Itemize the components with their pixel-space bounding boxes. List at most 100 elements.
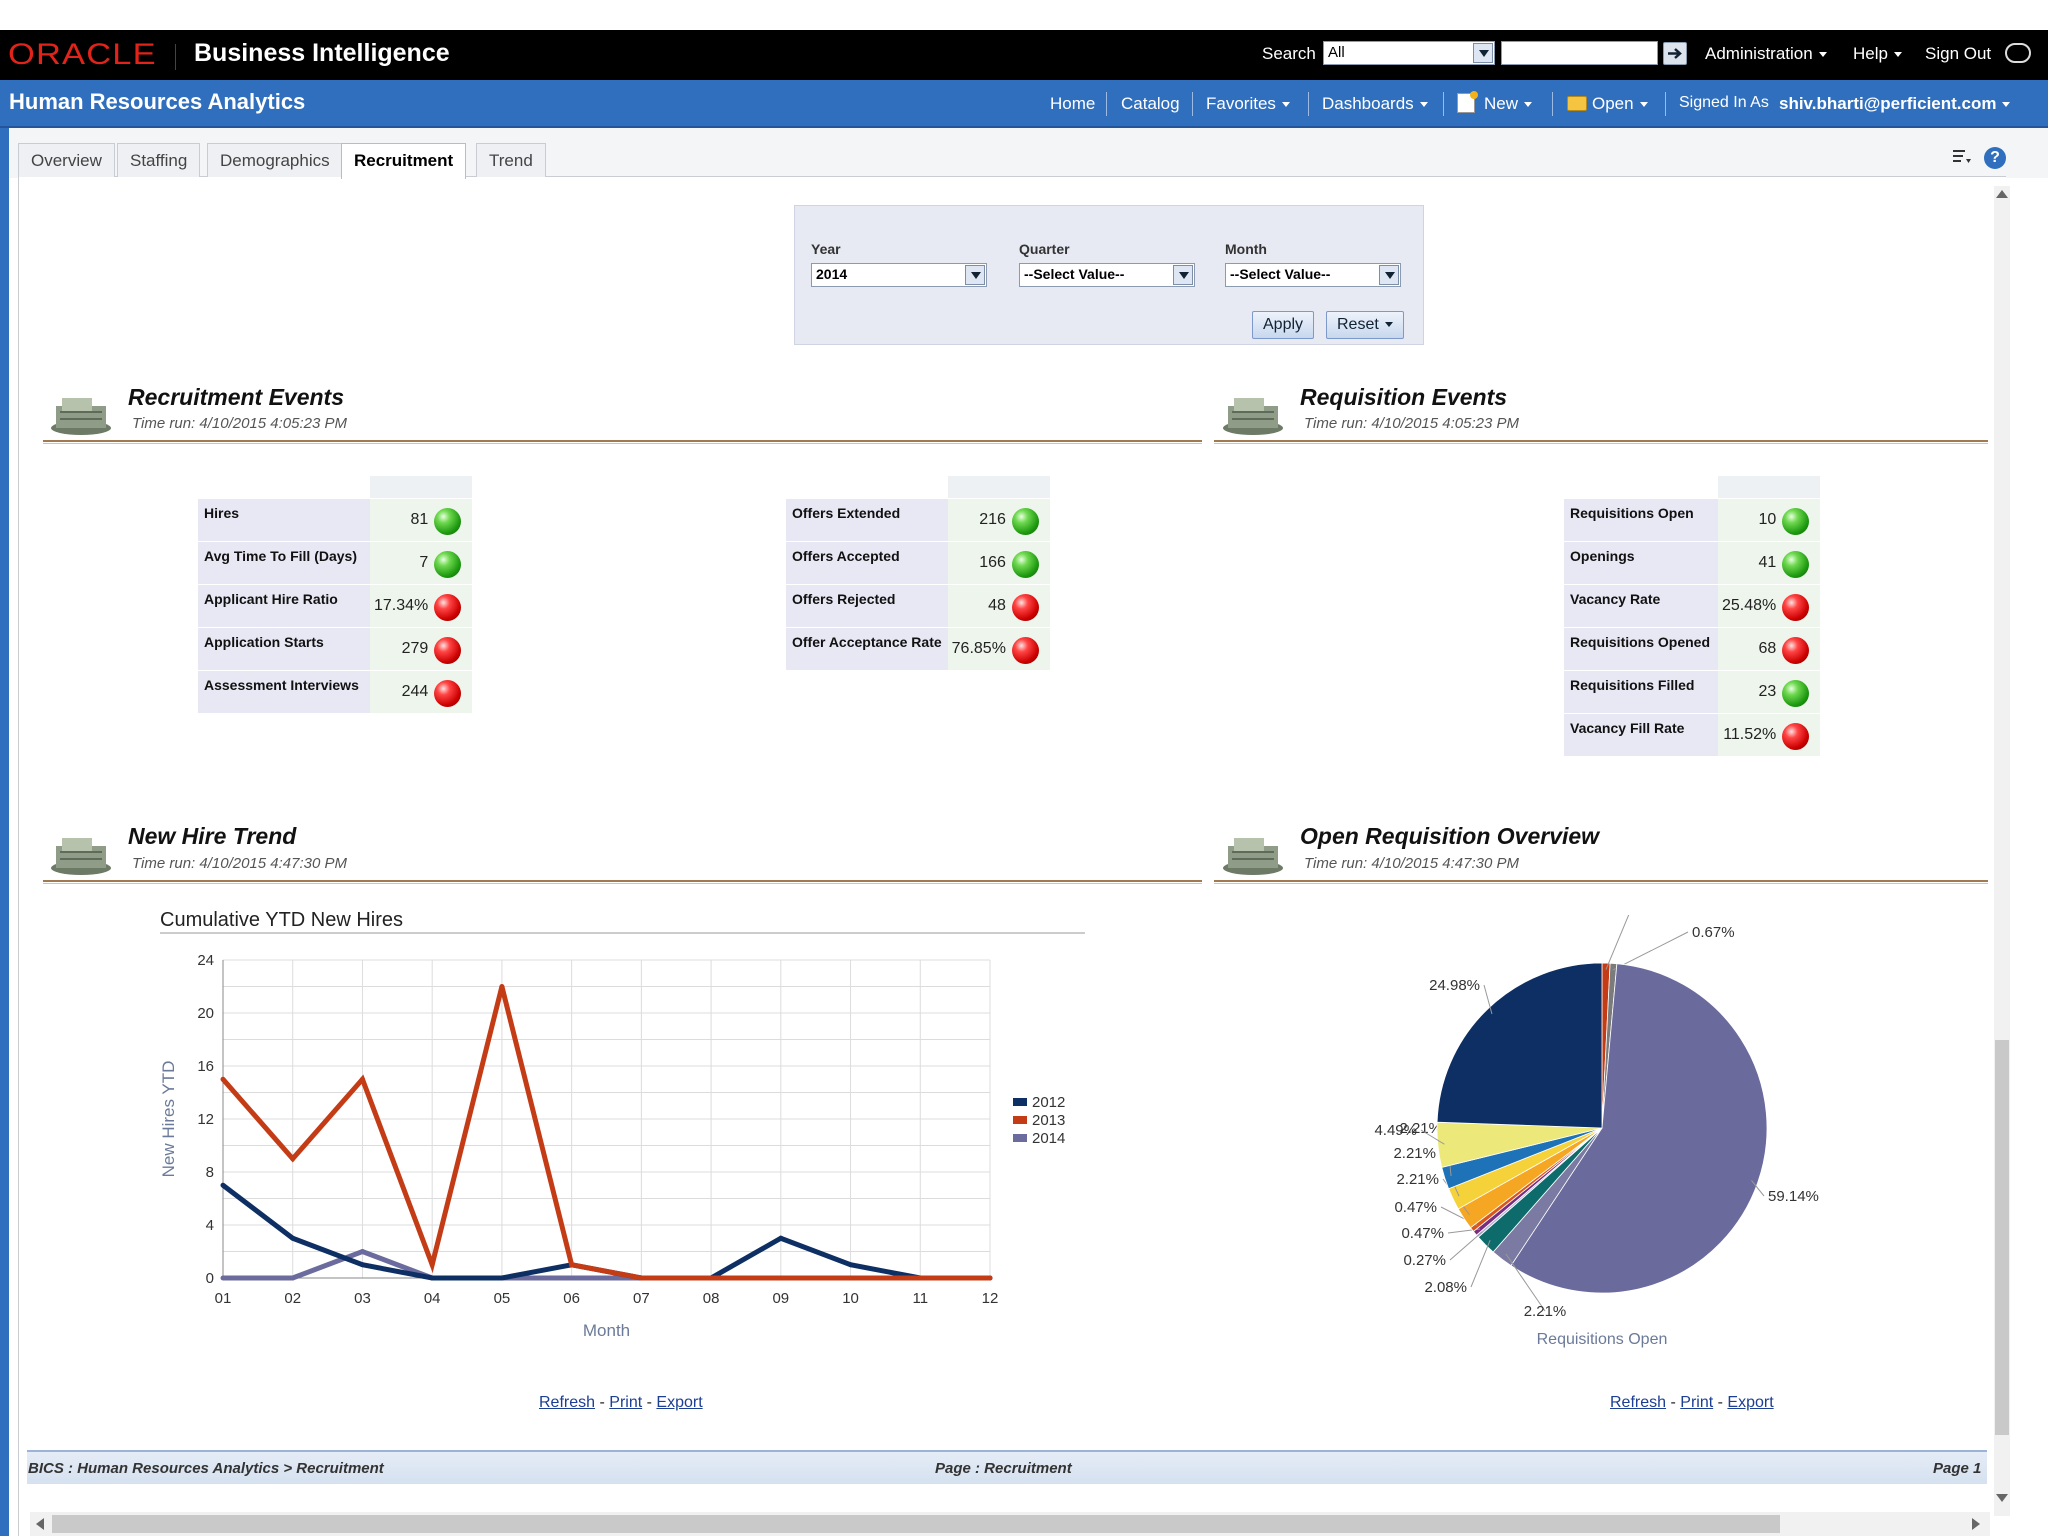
scroll-left-icon[interactable] (36, 1518, 44, 1530)
print-link[interactable]: Print (1680, 1394, 1714, 1411)
x-tick-label: 06 (563, 1290, 580, 1307)
kpi-row: Avg Time To Fill (Days) 7 (198, 541, 473, 585)
section-title: Open Requisition Overview (1300, 823, 1600, 849)
link-separator: - (1717, 1394, 1728, 1411)
red-status-icon (1011, 636, 1039, 664)
kpi-indicator (1009, 627, 1050, 671)
data-point-2014 (220, 1275, 226, 1281)
red-status-icon (1782, 593, 1810, 621)
favorites-menu[interactable]: Favorites (1206, 94, 1290, 114)
export-link[interactable]: Export (1727, 1394, 1774, 1411)
page-options-icon[interactable] (1952, 148, 1972, 166)
nav-divider (1665, 92, 1666, 116)
year-select[interactable]: 2014 (811, 263, 987, 287)
quarter-label: Quarter (1019, 241, 1070, 257)
pie-leader-line (1449, 1231, 1483, 1261)
tab-trend[interactable]: Trend (476, 143, 546, 177)
kpi-value: 25.48% (1718, 584, 1781, 628)
month-value: --Select Value-- (1230, 266, 1331, 282)
footer-page-number: Page 1 (1933, 1460, 1982, 1477)
kpi-label: Openings (1564, 541, 1718, 585)
nav-divider (1192, 92, 1193, 116)
new-menu[interactable]: New (1484, 94, 1532, 114)
page-footer: BICS : Human Resources Analytics > Recru… (27, 1450, 1987, 1484)
data-point-2012 (359, 1262, 365, 1268)
home-link[interactable]: Home (1050, 94, 1096, 113)
data-point-2013 (220, 1076, 226, 1082)
quarter-select[interactable]: --Select Value-- (1019, 263, 1195, 287)
search-go-button[interactable] (1663, 42, 1687, 65)
oracle-logo: ORACLE (8, 38, 157, 71)
dashboard-page (18, 176, 2006, 1536)
help-icon[interactable]: ? (1984, 147, 2006, 169)
kpi-indicator (1780, 713, 1821, 757)
user-menu[interactable]: shiv.bharti@perficient.com (1779, 94, 2010, 114)
tab-staffing[interactable]: Staffing (117, 143, 201, 177)
refresh-link[interactable]: Refresh (1610, 1394, 1667, 1411)
kpi-indicator (432, 541, 473, 585)
tab-demographics[interactable]: Demographics (207, 143, 343, 177)
chevron-down-icon[interactable] (965, 265, 985, 285)
pie-leader-line (1505, 1253, 1546, 1312)
data-point-2013 (638, 1275, 644, 1281)
print-link[interactable]: Print (609, 1394, 643, 1411)
series-line-2012 (221, 1183, 990, 1281)
help-menu[interactable]: Help (1853, 44, 1902, 64)
kpi-indicator (1780, 541, 1821, 585)
chart-title: Cumulative YTD New Hires (160, 909, 403, 931)
export-link[interactable]: Export (656, 1394, 703, 1411)
kpi-indicator (1009, 584, 1050, 628)
catalog-link[interactable]: Catalog (1121, 94, 1180, 113)
chevron-down-icon[interactable] (1379, 265, 1399, 285)
vertical-scroll-thumb[interactable] (1995, 1040, 2009, 1435)
data-point-2012 (778, 1235, 784, 1241)
section-divider (43, 880, 1202, 884)
pie-label: 0.27% (1403, 1252, 1446, 1269)
section-time-run: Time run: 4/10/2015 4:47:30 PM (132, 855, 347, 872)
kpi-row: Offers Rejected 48 (786, 584, 1050, 628)
section-title: Requisition Events (1300, 384, 1508, 410)
x-tick-label: 11 (912, 1290, 928, 1307)
data-point-2014 (359, 1249, 365, 1254)
legend-swatch (1013, 1116, 1027, 1124)
dashboards-menu[interactable]: Dashboards (1322, 94, 1428, 114)
pie-label: 0.47% (1401, 1225, 1444, 1242)
chevron-down-icon[interactable] (1473, 43, 1493, 63)
scroll-down-icon[interactable] (1996, 1494, 2008, 1502)
section-icon (48, 392, 114, 436)
pie-slice (1436, 962, 1603, 1129)
search-input[interactable] (1501, 41, 1658, 65)
horizontal-scroll-thumb[interactable] (52, 1515, 1780, 1533)
data-point-2013 (499, 984, 505, 989)
nav-divider (1308, 92, 1309, 116)
tab-overview[interactable]: Overview (18, 143, 115, 177)
product-title: Business Intelligence (194, 39, 450, 67)
apply-button[interactable]: Apply (1252, 311, 1315, 339)
scroll-up-icon[interactable] (1996, 190, 2008, 198)
kpi-indicator (1780, 670, 1821, 714)
kpi-label: Requisitions Open (1564, 498, 1718, 542)
kpi-label: Hires (198, 498, 370, 542)
kpi-row: Openings 41 (1564, 541, 1821, 585)
kpi-row: Requisitions Open 10 (1564, 498, 1821, 542)
toggle-icon[interactable] (2005, 43, 2031, 63)
x-tick-label: 04 (424, 1290, 441, 1307)
data-point-2012 (429, 1275, 435, 1281)
chevron-down-icon[interactable] (1173, 265, 1193, 285)
kpi-label: Offers Extended (786, 498, 948, 542)
sign-out-link[interactable]: Sign Out (1925, 44, 1992, 63)
search-scope-select[interactable]: All (1323, 41, 1495, 65)
administration-menu[interactable]: Administration (1705, 44, 1827, 64)
money-stack-icon (1223, 838, 1283, 875)
scroll-right-icon[interactable] (1972, 1518, 1980, 1530)
kpi-indicator (1780, 584, 1821, 628)
pie-leader-line (1605, 915, 1630, 970)
tab-recruitment[interactable]: Recruitment (341, 143, 467, 179)
kpi-label: Avg Time To Fill (Days) (198, 541, 370, 585)
refresh-link[interactable]: Refresh (539, 1394, 596, 1411)
month-select[interactable]: --Select Value-- (1225, 263, 1401, 287)
open-menu[interactable]: Open (1592, 94, 1648, 114)
kpi-row: Applicant Hire Ratio 17.34% (198, 584, 473, 628)
reset-button[interactable]: Reset (1326, 311, 1404, 339)
kpi-value: 81 (370, 498, 433, 542)
